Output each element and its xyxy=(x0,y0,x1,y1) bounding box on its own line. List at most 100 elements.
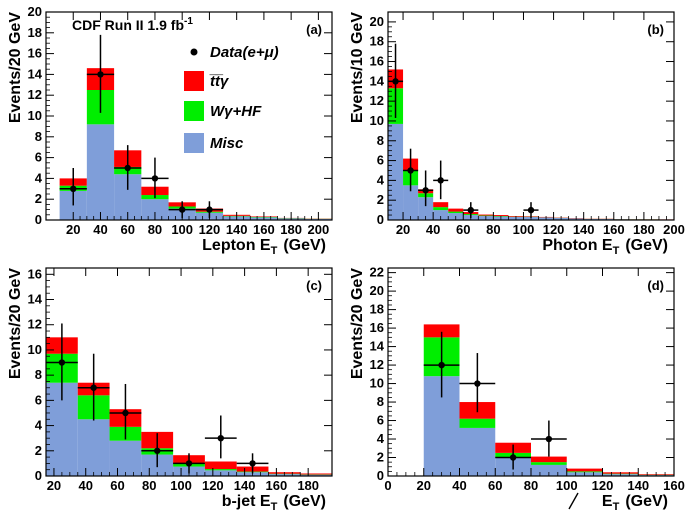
x-tick-label: 100 xyxy=(171,222,193,237)
y-tick-label: 10 xyxy=(370,376,384,391)
data-point xyxy=(217,434,224,442)
x-tick-label: 160 xyxy=(253,222,275,237)
x-axis-label: Photon ET (GeV) xyxy=(542,237,668,257)
legend-data-marker xyxy=(190,48,198,56)
y-tick-label: 8 xyxy=(377,394,384,409)
legend-label-ttgamma: t̅t̅γ xyxy=(209,73,230,90)
y-axis-label: Events/10 GeV xyxy=(349,12,366,124)
data-point xyxy=(545,435,553,443)
y-tick-label: 18 xyxy=(370,34,384,49)
bar-misc xyxy=(86,124,115,220)
x-tick-label: 140 xyxy=(226,222,248,237)
legend-label-wgamma_hf: Wγ+HF xyxy=(210,103,262,120)
legend-label-misc: Misc xyxy=(210,135,244,152)
y-tick-label: 6 xyxy=(377,153,384,168)
panel-c: 0 2 4 6 8 10 12 14 16 20 40 60 80 100 120 140 160 180 (c) E… xyxy=(7,266,333,512)
y-tick-label: 14 xyxy=(28,292,43,307)
bar-ttgamma xyxy=(448,208,464,212)
y-tick-label: 12 xyxy=(28,87,42,102)
x-tick-label: 100 xyxy=(170,478,192,493)
y-tick-label: 4 xyxy=(377,431,385,446)
y-tick-label: 2 xyxy=(377,450,384,465)
bar-misc xyxy=(531,464,567,476)
figure-title-main: CDF Run II 1.9 fb xyxy=(72,17,184,33)
x-tick-label: 80 xyxy=(142,478,156,493)
bar-misc xyxy=(403,185,419,220)
x-tick-label: 60 xyxy=(110,478,124,493)
bar-ttgamma xyxy=(478,214,494,216)
data-point xyxy=(392,78,399,85)
y-tick-label: 2 xyxy=(35,443,42,458)
y-tick-label: 12 xyxy=(370,357,384,372)
y-tick-label: 4 xyxy=(35,418,43,433)
x-tick-label: 120 xyxy=(202,478,224,493)
data-point xyxy=(178,206,186,213)
x-tick-label: 160 xyxy=(266,478,288,493)
y-tick-label: 10 xyxy=(28,108,42,123)
bar-wgamma_hf xyxy=(566,471,603,473)
y-tick-label: 0 xyxy=(377,468,384,483)
x-axis-label-unit: (GeV) xyxy=(625,237,668,254)
bar-ttgamma xyxy=(531,456,567,463)
data-point xyxy=(58,359,66,366)
bar-ttgamma xyxy=(493,215,509,217)
data-point xyxy=(249,460,256,467)
x-tick-label: 60 xyxy=(488,478,502,493)
x-axis-label-sub: T xyxy=(271,501,278,512)
y-tick-label: 14 xyxy=(28,66,43,81)
panel-b: 0 2 4 6 8 10 12 14 16 18 20 20 40 60 80 100 120 140 160 180… xyxy=(349,11,685,257)
data-point xyxy=(474,380,481,387)
y-tick-label: 18 xyxy=(370,302,384,317)
y-tick-label: 8 xyxy=(35,367,42,382)
x-axis-label-sub: T xyxy=(271,245,278,257)
data-point xyxy=(70,185,77,192)
bar-wgamma_hf xyxy=(531,462,567,465)
x-tick-label: 200 xyxy=(663,222,685,237)
data-point xyxy=(124,164,131,172)
data-point xyxy=(422,187,429,194)
y-tick-label: 0 xyxy=(35,468,42,483)
y-tick-label: 16 xyxy=(28,46,42,61)
y-tick-label: 0 xyxy=(35,212,42,227)
y-tick-label: 20 xyxy=(370,283,384,298)
data-point xyxy=(151,175,159,182)
figure-title: CDF Run II 1.9 fb-1 xyxy=(72,16,193,33)
x-axis-label-sub: T xyxy=(613,501,620,512)
data-point xyxy=(90,384,97,391)
data-point xyxy=(438,361,445,369)
x-tick-label: 120 xyxy=(199,222,221,237)
panel-label: (b) xyxy=(647,22,664,37)
data-point xyxy=(527,206,535,214)
y-tick-label: 4 xyxy=(35,170,43,185)
bar-misc xyxy=(300,474,332,476)
y-tick-label: 22 xyxy=(370,265,384,280)
data-point xyxy=(407,167,414,174)
x-tick-label: 40 xyxy=(93,222,107,237)
panel-a: 0 2 4 6 8 10 12 14 16 18 20 20 40 60 80 100 120 140 160 180… xyxy=(7,4,333,257)
x-axis-label-sub: T xyxy=(613,245,620,257)
bar-ttgamma xyxy=(204,461,237,470)
bar-misc xyxy=(388,123,404,220)
x-tick-label: 60 xyxy=(120,222,134,237)
y-tick-label: 12 xyxy=(28,317,42,332)
x-tick-label: 180 xyxy=(297,478,319,493)
y-tick-label: 4 xyxy=(377,172,385,187)
y-tick-label: 6 xyxy=(377,413,384,428)
bar-misc xyxy=(141,199,169,220)
data-point xyxy=(185,460,193,467)
y-tick-label: 16 xyxy=(370,320,384,335)
y-tick-label: 8 xyxy=(35,129,42,144)
missing-et-slash xyxy=(568,492,579,510)
x-tick-label: 40 xyxy=(426,222,440,237)
x-tick-label: 180 xyxy=(280,222,302,237)
x-axis-label-unit: (GeV) xyxy=(625,493,668,510)
x-tick-label: 40 xyxy=(78,478,92,493)
x-axis-label: Lepton ET (GeV) xyxy=(202,237,326,257)
y-tick-label: 16 xyxy=(28,266,42,281)
legend-label-data: Data(e+μ) xyxy=(210,44,279,61)
data-point xyxy=(122,409,129,417)
bar-misc xyxy=(109,440,142,476)
bar-ttgamma xyxy=(433,202,449,208)
y-tick-label: 14 xyxy=(370,73,385,88)
